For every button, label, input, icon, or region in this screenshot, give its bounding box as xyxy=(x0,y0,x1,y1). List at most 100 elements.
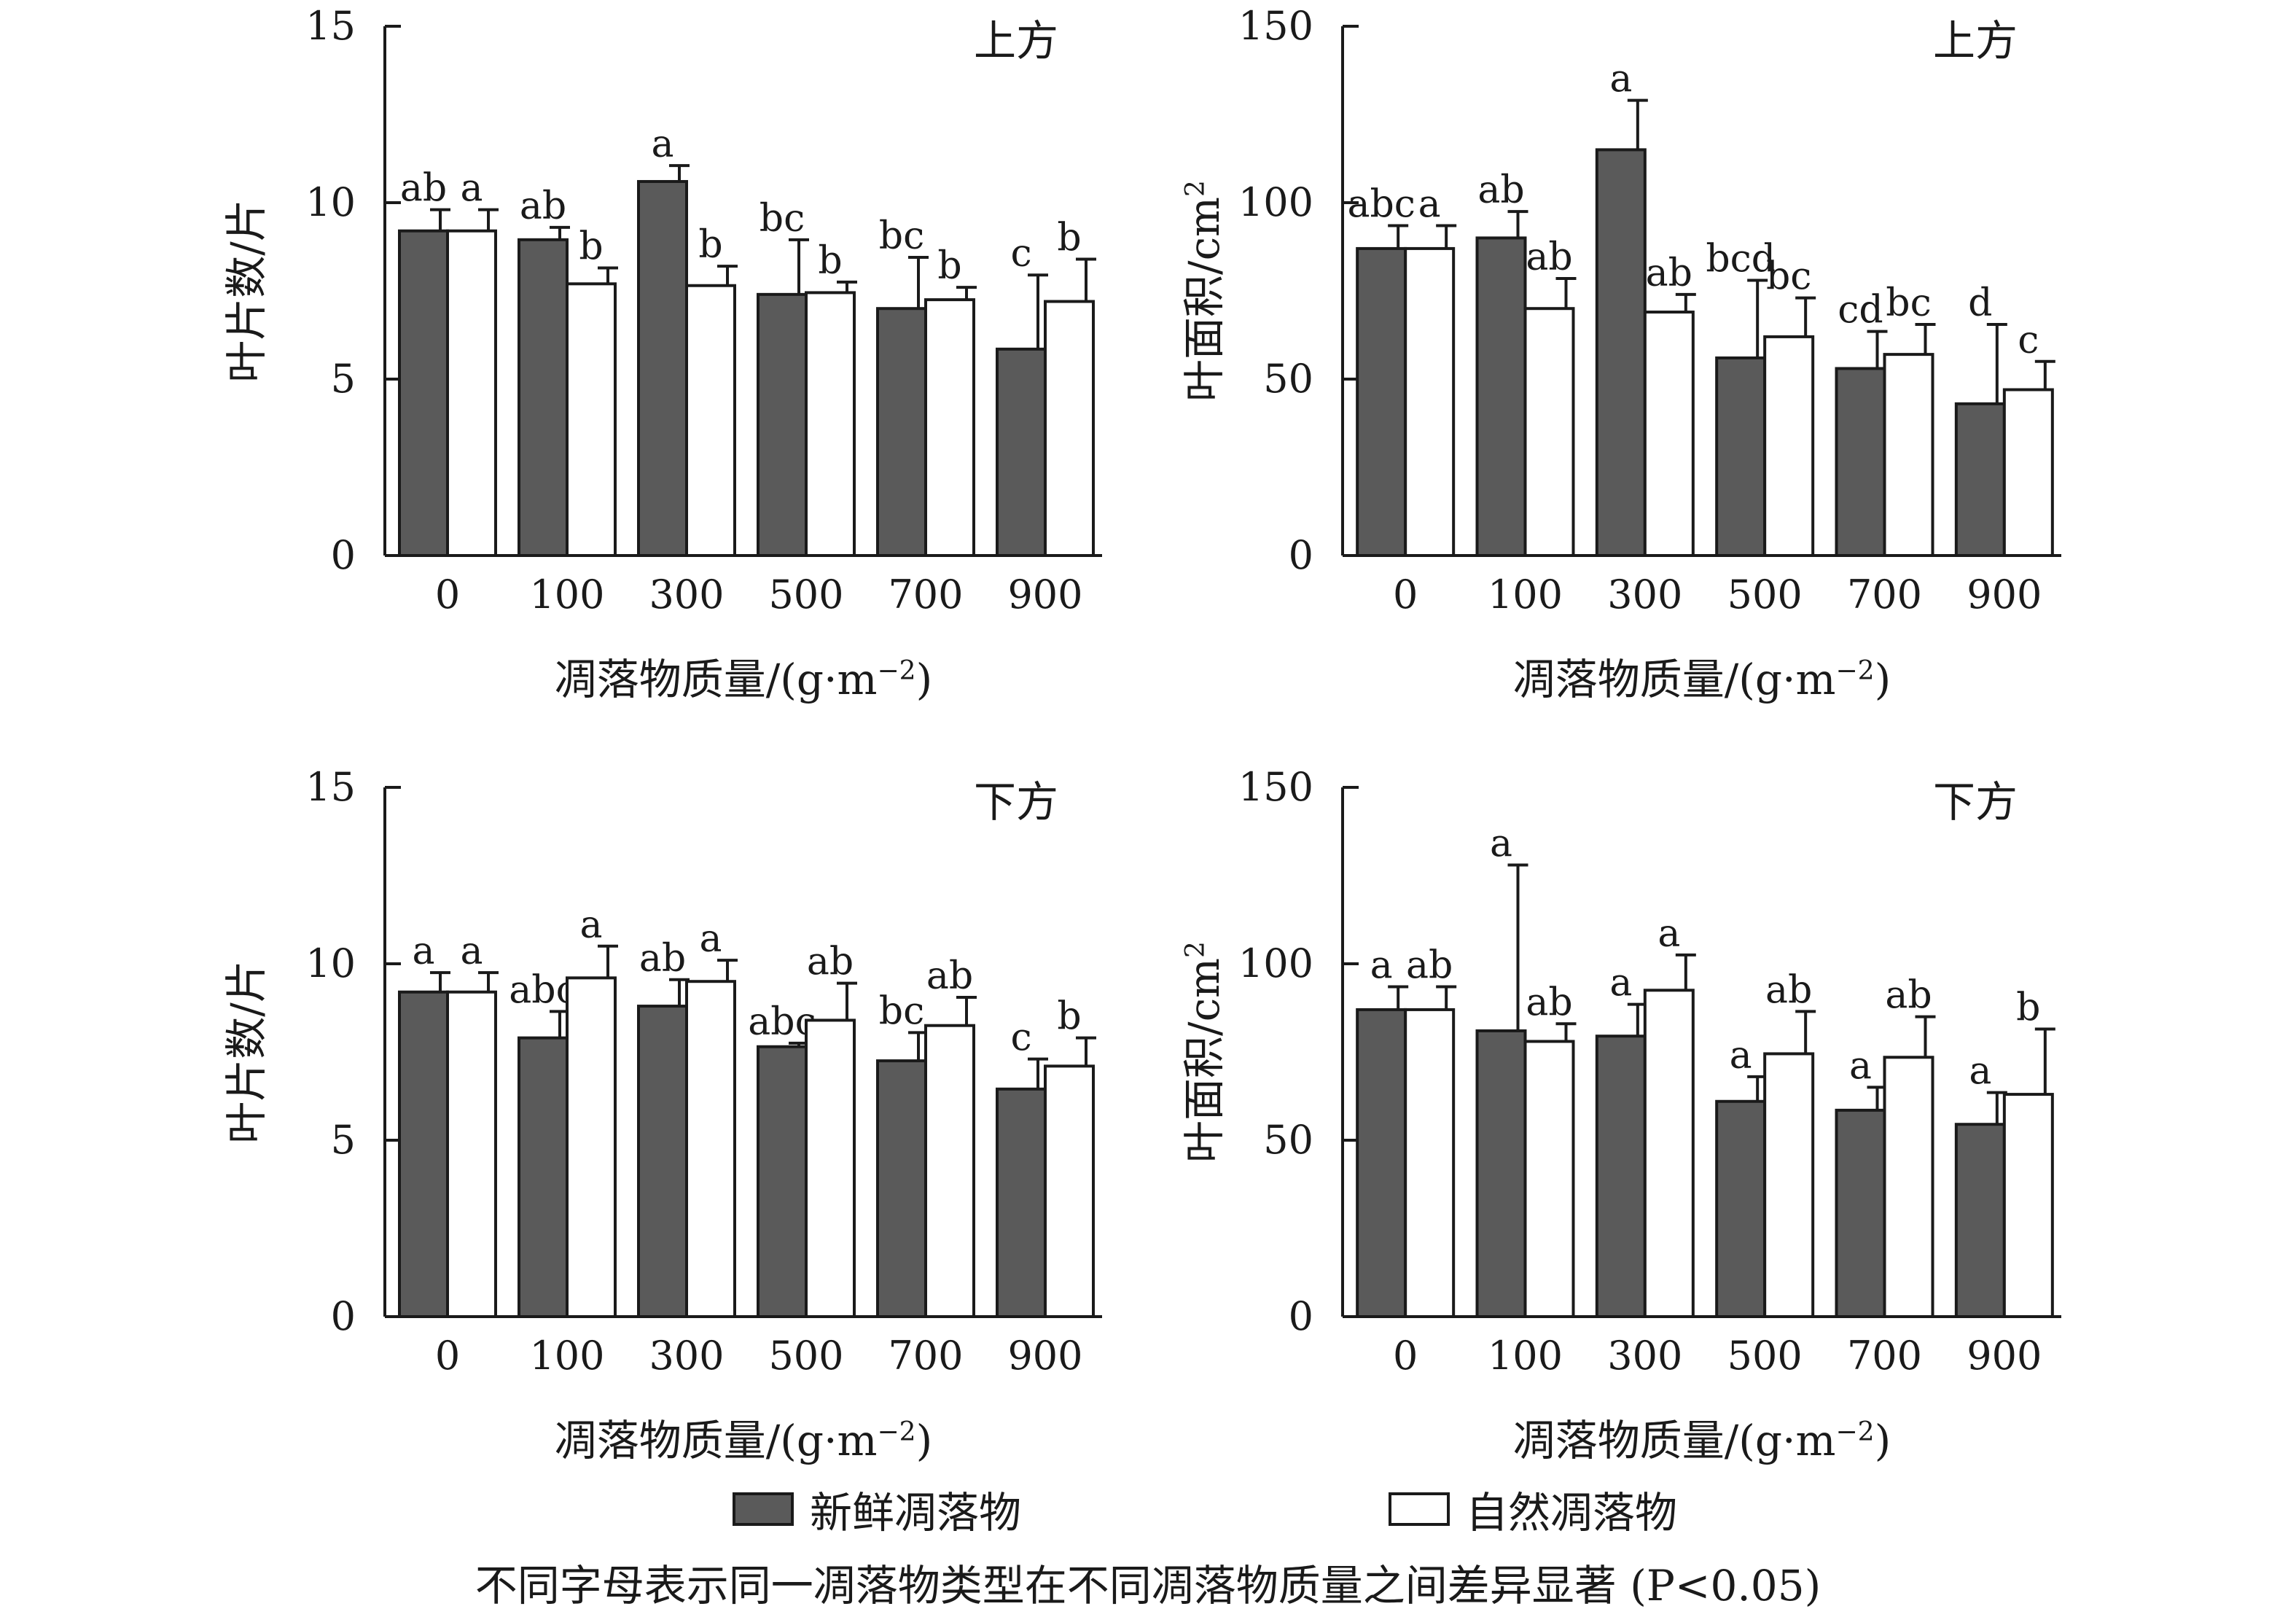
bottom-left-y-tick-label: 5 xyxy=(331,1117,356,1163)
top-left-significance-letter: b xyxy=(698,223,722,267)
top-left-y-tick-label: 10 xyxy=(305,179,356,225)
bottom-right-x-tick-label: 0 xyxy=(1393,1333,1418,1379)
bottom-left-y-tick-label: 0 xyxy=(331,1293,356,1339)
bottom-left-bar-fresh xyxy=(518,1036,569,1318)
bottom-left-x-tick-label: 900 xyxy=(1007,1333,1082,1379)
bottom-right-significance-letter: ab xyxy=(1885,974,1932,1018)
bottom-left-bar-fresh xyxy=(637,1005,688,1318)
top-right-bar-fresh xyxy=(1715,356,1767,557)
bottom-right-bar-fresh xyxy=(1356,1008,1407,1319)
top-right-x-tick-label: 500 xyxy=(1727,572,1803,617)
bottom-right-bar-fresh xyxy=(1475,1029,1527,1318)
top-right-bar-natural xyxy=(1523,307,1575,557)
top-right-x-tick-label: 900 xyxy=(1967,572,2042,617)
top-left-significance-letter: b xyxy=(937,244,961,288)
top-right-x-tick-label: 700 xyxy=(1847,572,1922,617)
bottom-right-x-tick-label: 700 xyxy=(1847,1333,1922,1379)
bottom-left-x-axis-label: 凋落物质量/(g·m−2) xyxy=(555,1416,932,1465)
top-left-significance-letter: ab xyxy=(400,167,447,211)
top-right-y-tick-label: 0 xyxy=(1289,532,1313,578)
bottom-right-significance-letter: a xyxy=(1370,943,1393,987)
bottom-left-significance-letter: ab xyxy=(807,940,854,984)
bottom-right-bar-natural xyxy=(1523,1040,1575,1318)
bottom-right-bar-natural xyxy=(1883,1056,1934,1318)
bottom-left-significance-letter: a xyxy=(412,930,434,973)
bottom-left-x-tick-label: 500 xyxy=(768,1333,843,1379)
top-right-significance-letter: abc xyxy=(1347,182,1415,226)
bottom-right-significance-letter: a xyxy=(1849,1044,1872,1088)
bottom-right-y-tick-label: 100 xyxy=(1238,940,1313,986)
top-left-bar-fresh xyxy=(757,292,808,557)
top-left-bar-fresh xyxy=(996,347,1047,557)
bottom-right-bar-fresh xyxy=(1954,1123,2006,1318)
bottom-right-significance-letter: a xyxy=(1969,1050,1991,1094)
top-right-significance-letter: a xyxy=(1418,182,1441,226)
top-left-significance-letter: bc xyxy=(760,197,805,241)
top-right-bar-fresh xyxy=(1954,402,2006,557)
top-left-significance-letter: b xyxy=(1057,216,1081,260)
top-left-bar-natural xyxy=(805,291,856,557)
bottom-right-x-tick-label: 500 xyxy=(1727,1333,1803,1379)
bottom-left-significance-letter: ab xyxy=(639,937,686,981)
bottom-right-y-tick-label: 150 xyxy=(1238,764,1313,810)
bottom-right-bar-natural xyxy=(1404,1008,1456,1319)
bottom-left-significance-letter: bc xyxy=(879,989,924,1033)
top-left-x-axis-label: 凋落物质量/(g·m−2) xyxy=(555,655,932,704)
top-left-x-tick-label: 300 xyxy=(649,572,724,617)
top-left-bar-natural xyxy=(1044,300,1095,557)
legend-swatch-natural xyxy=(1389,1492,1450,1526)
bottom-left-x-tick-label: 0 xyxy=(435,1333,460,1379)
bottom-right-significance-letter: a xyxy=(1490,822,1512,865)
top-right-bar-fresh xyxy=(1475,236,1527,557)
significance-note: 不同字母表示同一凋落物类型在不同凋落物质量之间差异显著 (P<0.05) xyxy=(475,1561,1821,1610)
top-left-significance-letter: c xyxy=(1010,232,1031,276)
bottom-right-x-tick-label: 300 xyxy=(1607,1333,1682,1379)
bottom-right-significance-letter: b xyxy=(2016,986,2040,1030)
bottom-right-significance-letter: a xyxy=(1730,1034,1752,1078)
top-right-significance-letter: c xyxy=(2018,319,2039,362)
bottom-left-panel-title: 下方 xyxy=(974,777,1058,827)
top-left-x-tick-label: 100 xyxy=(529,572,604,617)
bottom-left-significance-letter: c xyxy=(1010,1016,1031,1060)
bottom-left-x-tick-label: 300 xyxy=(649,1333,724,1379)
top-left-significance-letter: bc xyxy=(879,214,924,258)
top-left-bar-natural xyxy=(924,298,975,557)
bottom-right-significance-letter: a xyxy=(1609,962,1632,1005)
top-left-bar-fresh xyxy=(637,179,688,557)
top-left-x-tick-label: 700 xyxy=(888,572,963,617)
bottom-left-bar-natural xyxy=(685,980,736,1318)
top-right-x-axis-label: 凋落物质量/(g·m−2) xyxy=(1513,655,1891,704)
top-right-bar-fresh xyxy=(1595,148,1647,557)
top-left-x-tick-label: 500 xyxy=(768,572,843,617)
bottom-right-significance-letter: ab xyxy=(1406,943,1453,987)
top-right-bar-natural xyxy=(1404,246,1456,557)
top-left-significance-letter: a xyxy=(651,122,673,166)
top-right-bar-natural xyxy=(1643,311,1695,557)
top-right-significance-letter: bcd xyxy=(1706,237,1776,281)
top-right-x-tick-label: 300 xyxy=(1607,572,1682,617)
bottom-left-bar-natural xyxy=(446,990,497,1318)
bottom-right-significance-letter: ab xyxy=(1526,981,1572,1024)
top-right-y-tick-label: 150 xyxy=(1238,3,1313,49)
top-left-y-axis-label: 叶片数/片 xyxy=(222,199,271,383)
top-right-y-axis-label: 叶面积/cm2 xyxy=(1179,180,1229,402)
top-right-panel-title: 上方 xyxy=(1933,16,2018,66)
top-right-x-tick-label: 0 xyxy=(1393,572,1418,617)
top-right-y-tick-label: 50 xyxy=(1263,356,1313,402)
bottom-left-bar-fresh xyxy=(996,1087,1047,1318)
bottom-right-significance-letter: ab xyxy=(1765,968,1812,1012)
top-left-panel-title: 上方 xyxy=(974,16,1058,66)
bottom-left-significance-letter: b xyxy=(1057,995,1081,1039)
bottom-right-bar-natural xyxy=(1763,1052,1815,1319)
top-left-significance-letter: b xyxy=(818,239,842,283)
bottom-left-bar-natural xyxy=(924,1024,975,1318)
bottom-right-significance-letter: a xyxy=(1657,912,1680,956)
bottom-left-bar-fresh xyxy=(757,1045,808,1318)
bottom-left-y-axis-label: 叶片数/片 xyxy=(222,960,271,1144)
bottom-right-bar-fresh xyxy=(1835,1108,1886,1318)
bottom-left-y-tick-label: 10 xyxy=(305,940,356,986)
top-left-y-tick-label: 0 xyxy=(331,532,356,578)
bottom-right-x-axis-label: 凋落物质量/(g·m−2) xyxy=(1513,1416,1891,1465)
top-left-x-tick-label: 900 xyxy=(1007,572,1082,617)
top-right-significance-letter: a xyxy=(1609,58,1632,101)
